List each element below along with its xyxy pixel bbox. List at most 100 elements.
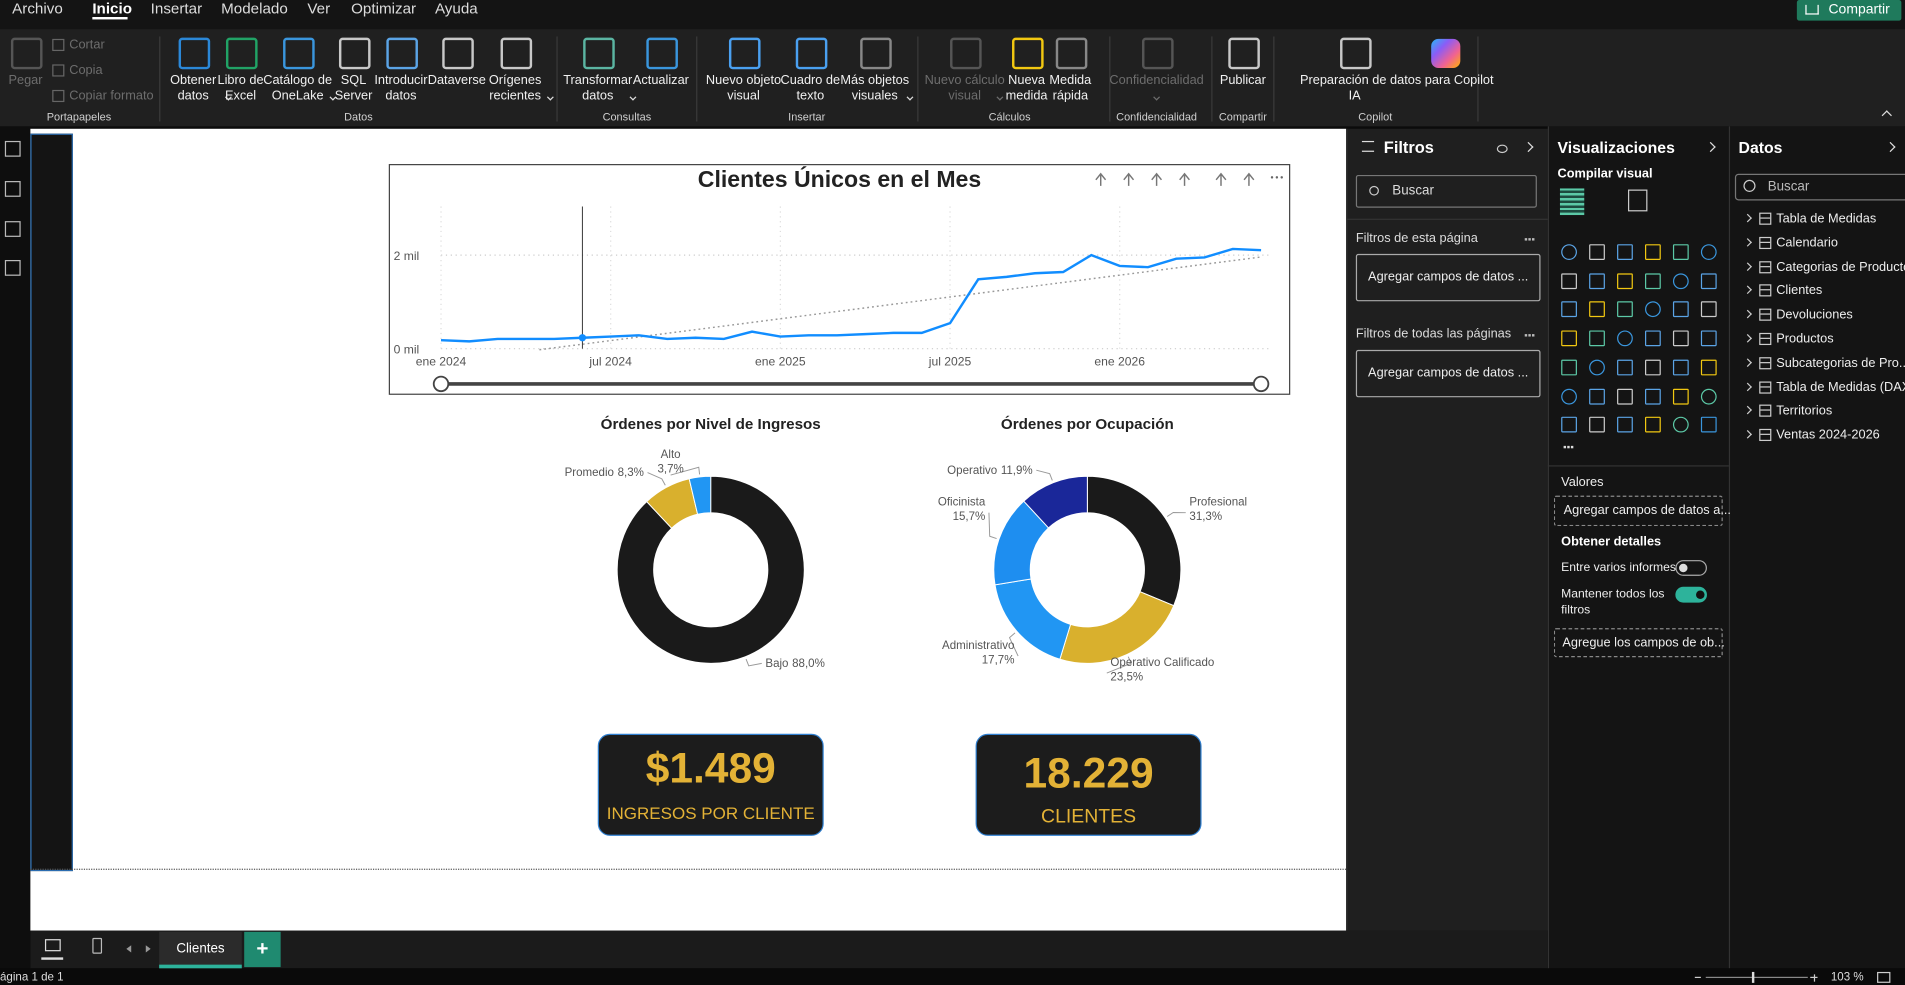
format-visual-tab[interactable] — [1627, 189, 1648, 212]
drop-zone-label[interactable]: Agregar campos de datos a... — [1563, 502, 1731, 518]
ribbon-button[interactable]: Publicar — [1188, 34, 1297, 109]
visual-type-icon[interactable] — [1645, 272, 1661, 289]
menu-item[interactable]: Inicio — [92, 0, 133, 18]
ribbon-button[interactable]: Nueva medida — [972, 34, 1081, 109]
ribbon-button[interactable]: Dataverse — [402, 34, 511, 109]
ribbon-button[interactable]: Libro de Excel — [186, 34, 295, 109]
visual-type-icon[interactable] — [1700, 330, 1717, 347]
visual-type-icon[interactable] — [1645, 244, 1661, 260]
visual-type-icon[interactable] — [1561, 301, 1577, 318]
visual-type-icon[interactable] — [1617, 359, 1633, 376]
visual-type-icon[interactable] — [1700, 244, 1717, 260]
field-drop-zone[interactable]: Agregar campos de datos a... — [1553, 495, 1731, 527]
ribbon-button[interactable]: SQL Server — [299, 34, 408, 109]
ribbon-button[interactable]: Medida rápida — [1016, 34, 1125, 109]
ribbon-button-label[interactable]: Más objetos visuales — [840, 72, 910, 104]
ribbon-button[interactable]: Catálogo de OneLake — [243, 34, 352, 109]
visual-type-icon[interactable] — [1589, 244, 1605, 260]
visual-type-icon[interactable] — [1645, 388, 1661, 404]
visual-type-icon[interactable] — [1561, 272, 1577, 289]
table-name[interactable]: Ventas 2024-2026 — [1776, 427, 1880, 443]
visual-type-icon[interactable] — [1672, 388, 1689, 404]
drop-zone-label[interactable]: Agregar campos de datos ... — [1368, 365, 1529, 381]
visual-type-icon[interactable] — [1700, 272, 1717, 289]
mobile-view-icon[interactable] — [92, 937, 103, 954]
add-page-button[interactable]: + — [244, 931, 281, 968]
table-name[interactable]: Devoluciones — [1776, 307, 1853, 323]
menu-item[interactable]: Ver — [307, 0, 331, 18]
view-icon[interactable] — [4, 221, 21, 237]
visual-type-icon[interactable] — [1672, 272, 1689, 289]
visual-type-icon[interactable] — [1617, 301, 1633, 318]
table-name[interactable]: Tabla de Medidas — [1776, 211, 1877, 226]
ribbon-button-label[interactable]: Publicar — [1219, 72, 1266, 88]
visual-type-icon[interactable] — [1672, 416, 1689, 433]
ribbon-button[interactable]: Obtener datos — [139, 34, 248, 109]
eye-icon[interactable] — [1496, 144, 1508, 154]
menu-item[interactable]: Ayuda — [434, 0, 478, 18]
filter-drop-zone[interactable]: Agregar campos de datos ... — [1355, 253, 1541, 302]
menu-item[interactable]: Insertar — [150, 0, 203, 18]
ribbon-button-label[interactable]: Cuadro de texto — [780, 72, 841, 104]
visual-type-icon[interactable] — [1645, 301, 1661, 318]
visual-type-icon[interactable] — [1617, 388, 1633, 404]
search-placeholder[interactable]: Buscar — [1392, 183, 1434, 199]
visual-type-icon[interactable] — [1617, 272, 1633, 289]
view-icon[interactable] — [4, 181, 21, 197]
ribbon-button[interactable]: Actualizar — [606, 34, 715, 109]
share-button[interactable]: Compartir — [1796, 0, 1902, 21]
table-name[interactable]: Clientes — [1776, 283, 1823, 299]
ribbon-button-label[interactable]: SQL Server — [334, 72, 373, 104]
visual-type-icon[interactable] — [1645, 359, 1661, 376]
visual-type-icon[interactable] — [1672, 359, 1689, 376]
fit-page-icon[interactable] — [1877, 971, 1891, 983]
ribbon-button-label[interactable]: Preparación de datos para Copilot IA — [1299, 72, 1494, 104]
page-tab-label[interactable]: Clientes — [176, 941, 225, 957]
ribbon-button-label[interactable]: Medida rápida — [1049, 72, 1092, 104]
menu-item[interactable]: Modelado — [221, 0, 288, 18]
page-nav-arrow[interactable] — [145, 945, 151, 953]
add-page-label[interactable]: + — [256, 936, 269, 960]
table-name[interactable]: Tabla de Medidas (DAX) — [1776, 379, 1905, 395]
visual-type-icon[interactable] — [1645, 330, 1661, 347]
search-box[interactable]: Buscar — [1734, 173, 1905, 201]
visual-type-icon[interactable] — [1561, 388, 1577, 404]
build-visual-tab[interactable] — [1559, 188, 1585, 216]
field-drop-zone[interactable]: Agregue los campos de ob... — [1553, 628, 1725, 658]
visual-type-icon[interactable] — [1589, 301, 1605, 318]
menu-item[interactable]: Optimizar — [351, 0, 417, 18]
drop-zone-label[interactable]: Agregue los campos de ob... — [1562, 635, 1725, 650]
toggle-off[interactable] — [1675, 560, 1707, 576]
page-tab[interactable]: Clientes — [159, 931, 242, 969]
visual-type-icon[interactable] — [1700, 416, 1717, 433]
ribbon-button-label[interactable]: Actualizar — [632, 72, 689, 88]
search-placeholder[interactable]: Buscar — [1767, 179, 1810, 195]
ribbon-button[interactable]: Introducir datos — [346, 34, 455, 109]
ribbon-button[interactable]: Transformar datos — [543, 34, 652, 109]
share-label[interactable]: Compartir — [1828, 2, 1890, 18]
visual-type-icon[interactable] — [1589, 359, 1605, 376]
visual-type-icon[interactable] — [1617, 244, 1633, 260]
ribbon-button[interactable]: Nuevo objeto visual — [689, 34, 798, 109]
view-icon[interactable] — [4, 259, 21, 276]
visual-type-icon[interactable] — [1589, 416, 1605, 433]
visual-type-icon[interactable] — [1617, 330, 1633, 347]
ribbon-button[interactable]: Preparación de datos para Copilot IA — [1299, 34, 1494, 109]
ribbon-button-label[interactable]: Libro de Excel — [217, 72, 264, 104]
view-icon[interactable] — [4, 140, 21, 157]
visual-type-icon[interactable] — [1700, 301, 1717, 318]
filter-drop-zone[interactable]: Agregar campos de datos ... — [1355, 349, 1541, 398]
ribbon-button-label[interactable]: Obtener datos — [170, 72, 217, 104]
visual-type-icon[interactable] — [1672, 301, 1689, 318]
visual-type-icon[interactable] — [1561, 416, 1577, 433]
zoom-minus[interactable] — [1694, 976, 1701, 979]
ribbon-button-label[interactable]: Orígenes recientes — [488, 72, 542, 104]
search-box[interactable]: Buscar — [1355, 174, 1537, 208]
visual-type-icon[interactable] — [1700, 388, 1717, 404]
visual-type-icon[interactable] — [1589, 330, 1605, 347]
visual-type-icon[interactable] — [1561, 330, 1577, 347]
ribbon-button-label[interactable]: Dataverse — [427, 72, 486, 88]
desktop-view-icon[interactable] — [44, 939, 61, 952]
visual-type-icon[interactable] — [1672, 330, 1689, 347]
copilot-icon[interactable] — [1431, 38, 1461, 69]
